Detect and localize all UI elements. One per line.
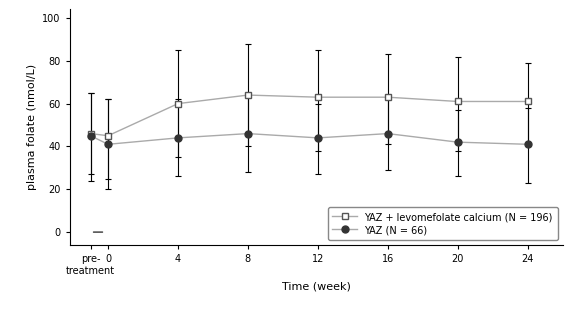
YAZ (N = 66) [104,143,111,146]
Legend: YAZ + levomefolate calcium (N = 196), YAZ (N = 66): YAZ + levomefolate calcium (N = 196), YA… [328,208,558,240]
YAZ (N = 66) [524,143,531,146]
YAZ + levomefolate calcium (N = 196) [87,132,94,135]
YAZ + levomefolate calcium (N = 196) [244,93,251,97]
YAZ (N = 66) [175,136,182,140]
YAZ + levomefolate calcium (N = 196) [524,100,531,103]
YAZ (N = 66) [454,140,461,144]
Line: YAZ + levomefolate calcium (N = 196): YAZ + levomefolate calcium (N = 196) [87,92,531,139]
YAZ + levomefolate calcium (N = 196) [175,102,182,106]
YAZ (N = 66) [314,136,321,140]
X-axis label: Time (week): Time (week) [282,281,350,291]
YAZ + levomefolate calcium (N = 196) [385,95,392,99]
YAZ + levomefolate calcium (N = 196) [314,95,321,99]
YAZ (N = 66) [385,132,392,135]
YAZ (N = 66) [87,134,94,138]
YAZ (N = 66) [244,132,251,135]
Y-axis label: plasma folate (nmol/L): plasma folate (nmol/L) [27,64,37,190]
YAZ + levomefolate calcium (N = 196) [454,100,461,103]
Line: YAZ (N = 66): YAZ (N = 66) [87,130,531,148]
YAZ + levomefolate calcium (N = 196) [104,134,111,138]
